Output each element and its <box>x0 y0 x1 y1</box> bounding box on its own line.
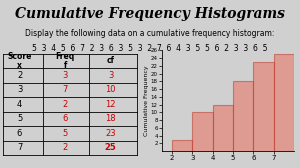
Text: 7: 7 <box>62 85 68 94</box>
Text: 6: 6 <box>17 129 22 138</box>
Bar <box>172 140 193 151</box>
Text: 3: 3 <box>62 71 68 80</box>
Text: Display the following data on a cumulative frequency histogram:: Display the following data on a cumulati… <box>25 29 275 38</box>
Text: Freq
f: Freq f <box>56 52 75 70</box>
Text: 12: 12 <box>105 100 116 109</box>
Text: cf: cf <box>106 56 115 66</box>
Text: 4: 4 <box>17 100 22 109</box>
Bar <box>193 112 213 151</box>
Text: 2: 2 <box>62 100 68 109</box>
Bar <box>233 81 253 151</box>
Text: 7: 7 <box>17 143 22 152</box>
Text: 23: 23 <box>105 129 116 138</box>
Text: Score
x: Score x <box>8 52 32 70</box>
Bar <box>254 62 274 151</box>
Y-axis label: Cumulative Frequency: Cumulative Frequency <box>144 66 149 136</box>
Bar <box>274 54 294 151</box>
Bar <box>213 105 233 151</box>
Text: 2: 2 <box>17 71 22 80</box>
Text: 5: 5 <box>17 114 22 123</box>
Text: 2: 2 <box>62 143 68 152</box>
Text: 5: 5 <box>62 129 68 138</box>
Text: 18: 18 <box>105 114 116 123</box>
Text: 10: 10 <box>105 85 116 94</box>
Text: 3: 3 <box>108 71 113 80</box>
Text: 3: 3 <box>17 85 22 94</box>
Text: 25: 25 <box>105 143 116 152</box>
Text: 6: 6 <box>62 114 68 123</box>
Text: 5  3  4  5  6  7  2  3  6  3  5  3  2  7  6  4  3  5  5  6  2  3  3  6  5: 5 3 4 5 6 7 2 3 6 3 5 3 2 7 6 4 3 5 5 6 … <box>32 44 268 53</box>
Text: Cumulative Frequency Histograms: Cumulative Frequency Histograms <box>15 7 285 21</box>
